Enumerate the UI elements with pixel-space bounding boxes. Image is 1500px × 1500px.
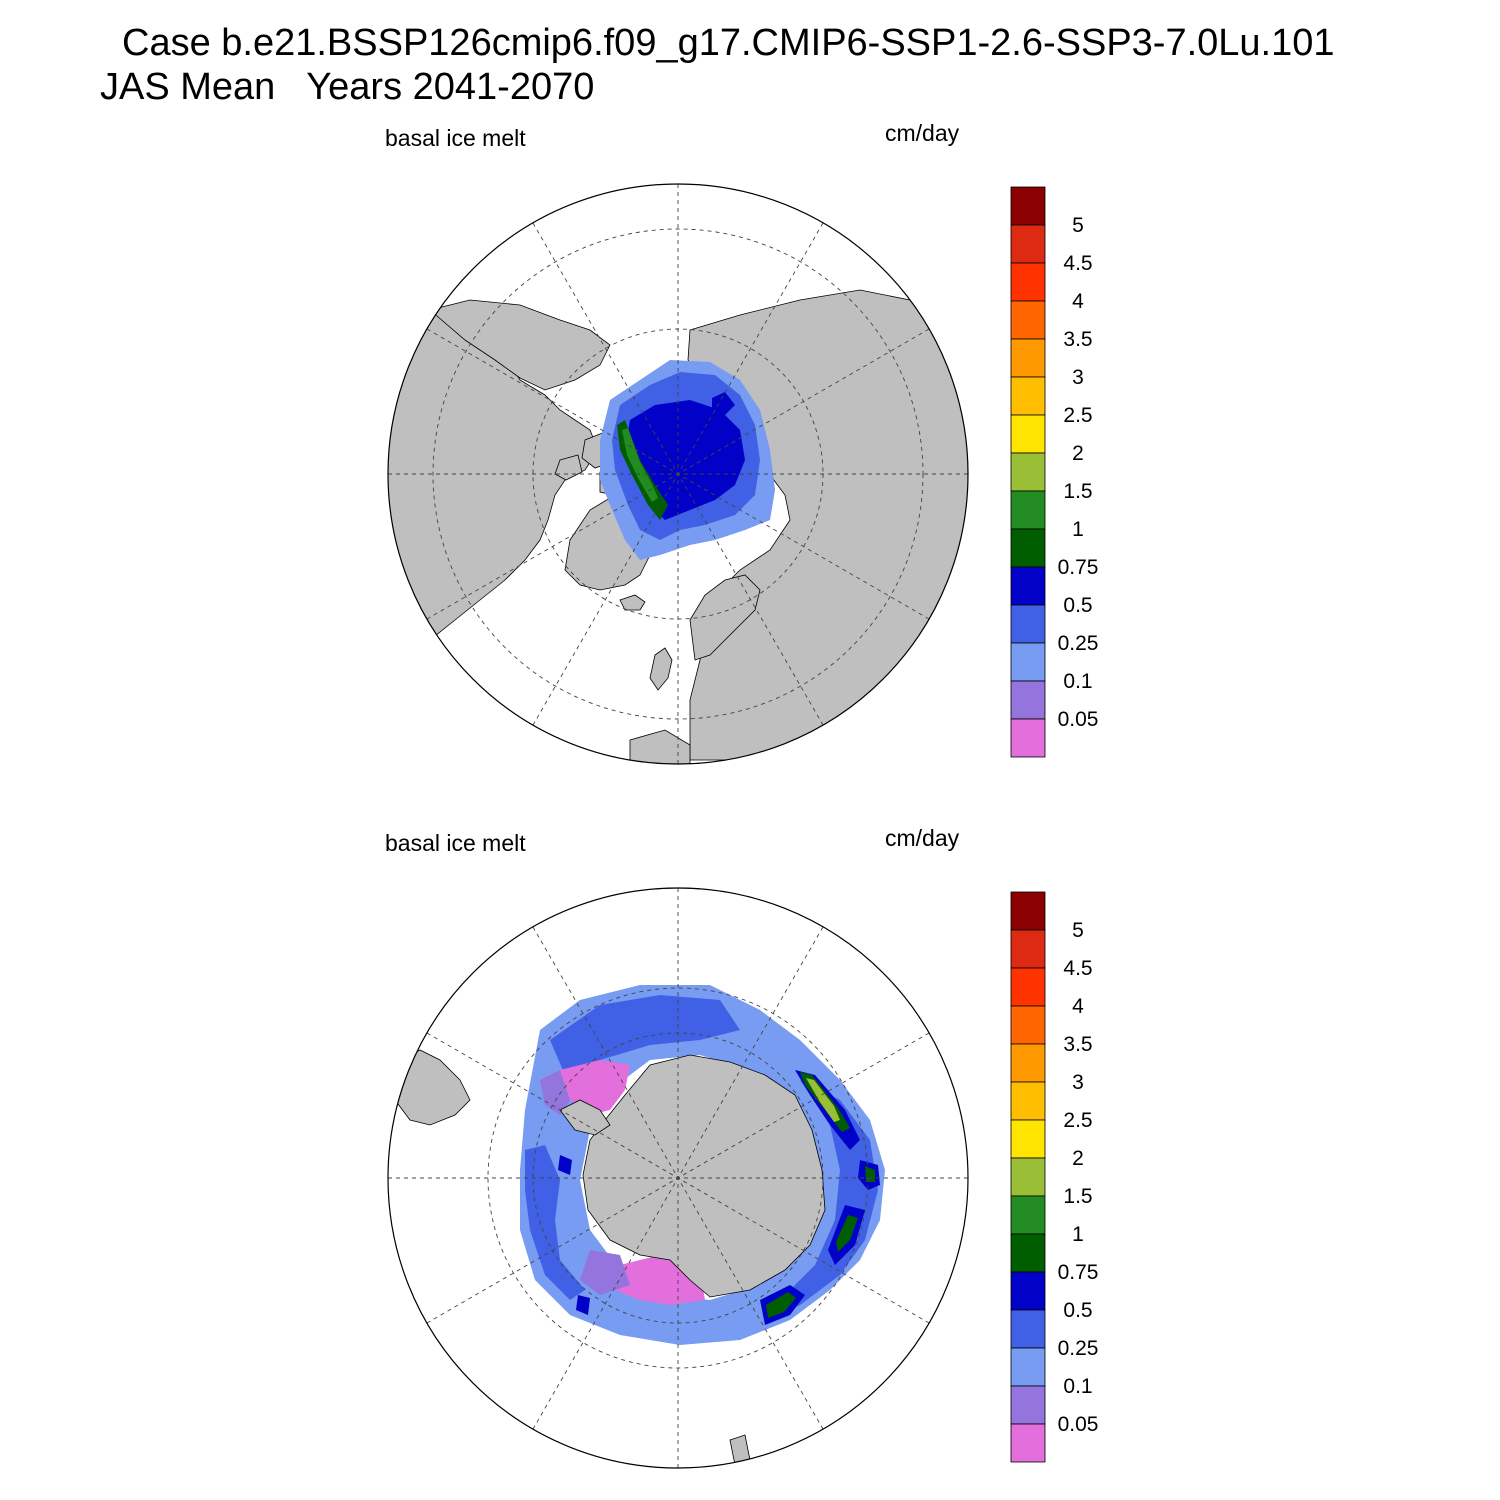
north-colorbar-box xyxy=(1010,452,1046,492)
south-colorbar-label: 1 xyxy=(1072,1223,1084,1246)
north-colorbar-label: 3.5 xyxy=(1063,328,1092,351)
south-colorbar-label: 0.05 xyxy=(1058,1413,1099,1436)
south-colorbar-box xyxy=(1010,967,1046,1007)
north-colorbar-box xyxy=(1010,262,1046,302)
figure-title: Case b.e21.BSSP126cmip6.f09_g17.CMIP6-SS… xyxy=(122,22,1335,64)
south-colorbar-label: 5 xyxy=(1072,919,1084,942)
south-colorbar-label: 3 xyxy=(1072,1071,1084,1094)
north-colorbar-label: 1.5 xyxy=(1063,480,1092,503)
south-colorbar-box xyxy=(1010,891,1046,931)
south-polar-map xyxy=(387,887,969,1469)
north-panel-units-label: cm/day xyxy=(885,120,960,146)
north-colorbar-label: 2.5 xyxy=(1063,404,1092,427)
north-graticule xyxy=(388,184,968,764)
north-colorbar-box xyxy=(1010,718,1046,758)
south-colorbar-label: 2.5 xyxy=(1063,1109,1092,1132)
south-panel-variable-label: basal ice melt xyxy=(385,830,526,856)
alaska-land xyxy=(429,299,611,391)
south-colorbar-label: 4.5 xyxy=(1063,957,1092,980)
south-colorbar-box xyxy=(1010,1271,1046,1311)
south-colorbar-box xyxy=(1010,1043,1046,1083)
north-sea-ice-melt-field xyxy=(600,360,775,560)
north-colorbar-box xyxy=(1010,642,1046,682)
south-colorbar-label: 0.1 xyxy=(1063,1375,1092,1398)
north-colorbar-box xyxy=(1010,224,1046,264)
north-colorbar-box xyxy=(1010,376,1046,416)
south-colorbar-box xyxy=(1010,1195,1046,1235)
south-colorbar-box xyxy=(1010,1119,1046,1159)
north-colorbar-box xyxy=(1010,528,1046,568)
north-colorbar-label: 0.25 xyxy=(1058,632,1099,655)
south-colorbar-box xyxy=(1010,1005,1046,1045)
north-colorbar-box xyxy=(1010,680,1046,720)
north-colorbar-label: 0.75 xyxy=(1058,556,1099,579)
figure-subtitle: JAS Mean Years 2041-2070 xyxy=(100,66,595,108)
south-colorbar-box xyxy=(1010,1385,1046,1425)
north-colorbar-label: 4.5 xyxy=(1063,252,1092,275)
north-colorbar-label: 0.05 xyxy=(1058,708,1099,731)
north-colorbar-label: 0.1 xyxy=(1063,670,1092,693)
south-colorbar-label: 1.5 xyxy=(1063,1185,1092,1208)
south-colorbar: 0.05 0.1 0.25 0.5 0.75 1 1.5 2 2.5 3 3.5 4 4.5 5 xyxy=(1010,891,1099,1463)
north-colorbar-label: 0.5 xyxy=(1063,594,1092,617)
north-colorbar-label: 3 xyxy=(1072,366,1084,389)
south-colorbar-label: 0.25 xyxy=(1058,1337,1099,1360)
north-polar-map xyxy=(387,183,969,765)
scandinavia-land xyxy=(689,574,761,661)
south-colorbar-box xyxy=(1010,1081,1046,1121)
antarctic-peninsula-land xyxy=(559,1099,611,1136)
south-colorbar-label: 4 xyxy=(1072,995,1084,1018)
north-colorbar-box xyxy=(1010,566,1046,606)
south-panel-units-label: cm/day xyxy=(885,825,960,851)
north-colorbar-box xyxy=(1010,604,1046,644)
south-colorbar-label: 0.5 xyxy=(1063,1299,1092,1322)
south-colorbar-label: 3.5 xyxy=(1063,1033,1092,1056)
south-edge-land xyxy=(629,729,691,764)
north-colorbar-label: 4 xyxy=(1072,290,1084,313)
south-colorbar-box xyxy=(1010,1347,1046,1387)
south-graticule xyxy=(388,888,968,1468)
north-colorbar-box xyxy=(1010,300,1046,340)
south-colorbar-box xyxy=(1010,929,1046,969)
north-colorbar-box xyxy=(1010,414,1046,454)
north-map-border xyxy=(387,183,969,765)
south-colorbar-box xyxy=(1010,1157,1046,1197)
south-colorbar-box xyxy=(1010,1309,1046,1349)
north-colorbar-label: 5 xyxy=(1072,214,1084,237)
uk-land xyxy=(649,647,673,691)
antarctica-land xyxy=(582,1054,826,1298)
south-colorbar-label: 0.75 xyxy=(1058,1261,1099,1284)
south-colorbar-label: 2 xyxy=(1072,1147,1084,1170)
north-colorbar-box xyxy=(1010,338,1046,378)
north-colorbar-label: 2 xyxy=(1072,442,1084,465)
north-colorbar: 0.05 0.1 0.25 0.5 0.75 1 1.5 2 2.5 3 3.5 4 4.5 5 xyxy=(1010,186,1099,758)
south-map-border xyxy=(387,887,969,1469)
south-america-land xyxy=(394,1049,471,1126)
north-colorbar-box xyxy=(1010,186,1046,226)
north-panel-variable-label: basal ice melt xyxy=(385,125,526,151)
south-colorbar-box xyxy=(1010,1423,1046,1463)
north-colorbar-label: 1 xyxy=(1072,518,1084,541)
north-colorbar-box xyxy=(1010,490,1046,530)
south-colorbar-box xyxy=(1010,1233,1046,1273)
